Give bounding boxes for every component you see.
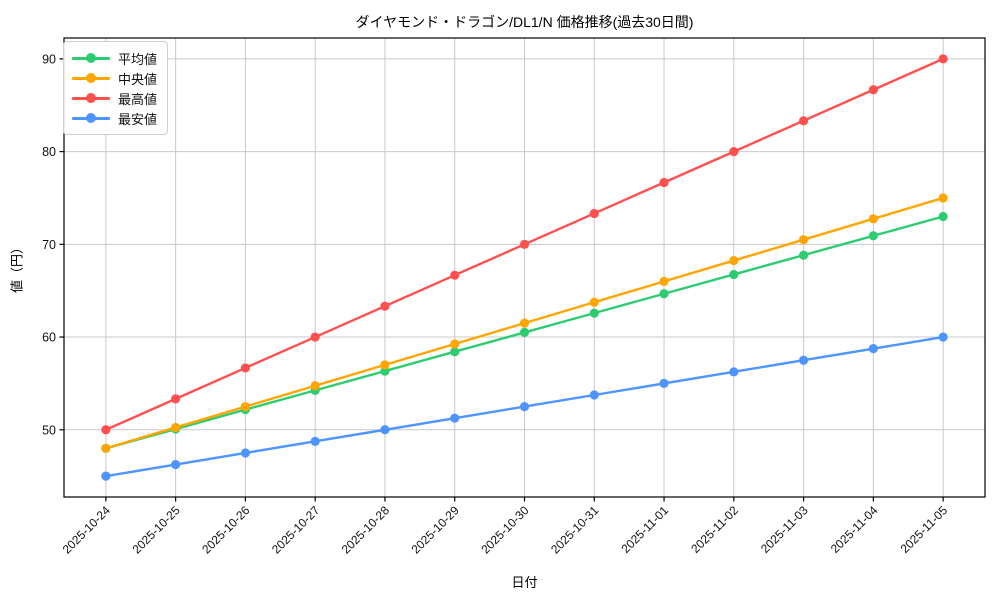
data-point-lowest xyxy=(240,448,251,458)
data-point-median xyxy=(729,255,739,266)
legend-marker-median xyxy=(72,72,110,84)
x-tick-label: 2025-11-03 xyxy=(758,503,811,556)
data-point-highest xyxy=(240,363,251,373)
y-tick-label: 50 xyxy=(42,423,56,437)
data-point-highest xyxy=(798,116,809,126)
x-tick-label: 2025-11-01 xyxy=(618,503,671,556)
data-point-lowest xyxy=(589,390,599,400)
legend-marker-average xyxy=(72,52,110,64)
data-point-highest xyxy=(519,239,530,249)
legend-label-average: 平均値 xyxy=(118,51,158,67)
x-tick-label: 2025-11-05 xyxy=(898,503,951,556)
data-point-average xyxy=(659,289,669,299)
legend-item-highest: 最高値 xyxy=(72,88,157,108)
x-tick-label: 2025-10-28 xyxy=(339,503,393,557)
data-point-average xyxy=(450,347,460,357)
data-point-average xyxy=(868,231,878,241)
x-tick-label: 2025-10-31 xyxy=(548,503,602,557)
data-point-lowest xyxy=(659,378,669,389)
legend-label-lowest: 最安値 xyxy=(118,111,158,127)
x-tick-label: 2025-11-04 xyxy=(828,503,881,556)
data-point-median xyxy=(450,339,460,349)
data-point-lowest xyxy=(450,413,460,423)
data-point-lowest xyxy=(729,367,739,377)
y-tick-label: 70 xyxy=(42,238,56,252)
data-point-lowest xyxy=(380,425,390,435)
data-point-lowest xyxy=(798,355,809,365)
legend: 平均値中央値最高値最安値 xyxy=(63,41,169,135)
y-tick-label: 60 xyxy=(42,331,56,345)
data-point-median xyxy=(380,360,390,370)
legend-item-average: 平均値 xyxy=(72,48,157,68)
y-axis-label: 値（円） xyxy=(9,240,25,294)
x-tick-label: 2025-11-02 xyxy=(688,503,741,556)
x-tick-label: 2025-10-27 xyxy=(269,503,323,557)
legend-item-lowest: 最安値 xyxy=(72,108,157,128)
data-point-median xyxy=(659,276,669,287)
legend-item-median: 中央値 xyxy=(72,68,157,88)
x-tick-label: 2025-10-30 xyxy=(478,503,532,557)
x-tick-label: 2025-10-29 xyxy=(409,503,463,557)
data-point-lowest xyxy=(310,436,320,446)
chart-title: ダイヤモンド・ドラゴン/DL1/N 価格推移(過去30日間) xyxy=(355,14,694,30)
data-point-highest xyxy=(310,332,320,342)
legend-marker-lowest xyxy=(72,112,110,124)
data-point-median xyxy=(310,381,320,391)
data-point-lowest xyxy=(171,459,181,470)
data-point-highest xyxy=(589,208,599,219)
data-point-highest xyxy=(171,394,181,404)
data-point-highest xyxy=(659,177,669,188)
data-point-highest xyxy=(380,301,390,311)
data-point-highest xyxy=(101,425,111,435)
data-point-median xyxy=(240,401,251,412)
data-point-average xyxy=(729,269,739,280)
data-point-highest xyxy=(450,270,460,280)
x-tick-label: 2025-10-25 xyxy=(129,503,183,557)
data-point-lowest xyxy=(519,401,530,412)
legend-label-median: 中央値 xyxy=(118,71,158,87)
data-point-median xyxy=(938,193,948,203)
data-point-lowest xyxy=(938,332,948,342)
data-point-lowest xyxy=(101,471,111,481)
data-point-median xyxy=(798,235,809,245)
y-tick-label: 80 xyxy=(42,145,56,159)
x-tick-label: 2025-10-26 xyxy=(199,503,253,557)
data-point-median xyxy=(519,318,530,328)
data-point-highest xyxy=(938,54,948,64)
data-point-average xyxy=(938,211,948,222)
data-point-average xyxy=(589,308,599,318)
data-point-lowest xyxy=(868,344,878,354)
x-axis-label: 日付 xyxy=(511,575,538,590)
data-point-highest xyxy=(729,146,739,157)
data-point-median xyxy=(171,422,181,433)
data-point-median xyxy=(589,297,599,307)
data-point-median xyxy=(868,214,878,224)
y-tick-label: 90 xyxy=(42,52,56,66)
data-point-highest xyxy=(868,85,878,95)
legend-label-highest: 最高値 xyxy=(118,91,158,107)
legend-marker-highest xyxy=(72,92,110,104)
data-point-average xyxy=(519,327,530,338)
data-point-median xyxy=(101,443,111,453)
x-tick-label: 2025-10-24 xyxy=(60,503,114,557)
data-point-average xyxy=(798,250,809,260)
